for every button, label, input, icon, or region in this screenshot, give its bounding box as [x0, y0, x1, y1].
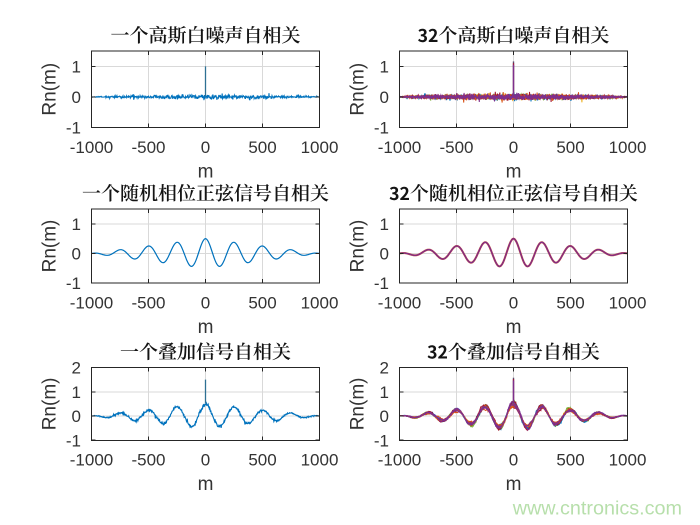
svg-text:-1: -1: [66, 274, 81, 293]
svg-text:-1: -1: [374, 431, 389, 450]
svg-text:-500: -500: [439, 451, 473, 470]
svg-text:0: 0: [201, 138, 210, 157]
svg-text:0: 0: [72, 407, 81, 426]
svg-text:-1: -1: [66, 119, 81, 138]
svg-text:0: 0: [201, 293, 210, 312]
svg-text:500: 500: [248, 293, 276, 312]
svg-text:0: 0: [380, 88, 389, 107]
svg-text:-1: -1: [374, 274, 389, 293]
svg-text:1000: 1000: [301, 293, 339, 312]
svg-text:0: 0: [509, 138, 518, 157]
svg-text:-500: -500: [131, 293, 165, 312]
svg-text:Rn(m): Rn(m): [40, 63, 61, 116]
svg-text:-1000: -1000: [378, 451, 421, 470]
svg-text:-1000: -1000: [378, 293, 421, 312]
svg-text:2: 2: [380, 359, 389, 378]
svg-text:-500: -500: [439, 293, 473, 312]
svg-text:-1000: -1000: [70, 451, 113, 470]
svg-text:500: 500: [248, 138, 276, 157]
svg-text:Rn(m): Rn(m): [348, 378, 369, 431]
svg-text:0: 0: [509, 293, 518, 312]
svg-text:Rn(m): Rn(m): [348, 220, 369, 273]
svg-text:1: 1: [72, 215, 81, 234]
svg-text:m: m: [198, 474, 214, 495]
svg-text:1000: 1000: [609, 451, 647, 470]
svg-text:1: 1: [380, 58, 389, 77]
svg-text:1000: 1000: [609, 293, 647, 312]
svg-text:1: 1: [380, 215, 389, 234]
svg-text:0: 0: [72, 88, 81, 107]
svg-text:m: m: [506, 474, 522, 495]
svg-text:1: 1: [380, 383, 389, 402]
svg-text:-1: -1: [374, 119, 389, 138]
svg-text:m: m: [506, 162, 522, 183]
svg-text:1000: 1000: [301, 138, 339, 157]
svg-text:Rn(m): Rn(m): [40, 378, 61, 431]
svg-text:-1000: -1000: [70, 138, 113, 157]
svg-text:m: m: [198, 317, 214, 338]
svg-text:0: 0: [380, 407, 389, 426]
svg-text:Rn(m): Rn(m): [348, 63, 369, 116]
svg-text:500: 500: [556, 138, 584, 157]
svg-text:2: 2: [72, 359, 81, 378]
svg-text:-500: -500: [439, 138, 473, 157]
svg-text:m: m: [198, 162, 214, 183]
svg-text:500: 500: [248, 451, 276, 470]
svg-text:0: 0: [72, 245, 81, 264]
svg-text:Rn(m): Rn(m): [40, 220, 61, 273]
svg-text:1: 1: [72, 383, 81, 402]
svg-text:500: 500: [556, 293, 584, 312]
svg-text:-1: -1: [66, 431, 81, 450]
svg-text:500: 500: [556, 451, 584, 470]
svg-text:www.cntronics.com: www.cntronics.com: [512, 498, 682, 520]
svg-text:m: m: [506, 317, 522, 338]
svg-text:1000: 1000: [301, 451, 339, 470]
svg-text:0: 0: [509, 451, 518, 470]
svg-text:1000: 1000: [609, 138, 647, 157]
svg-text:0: 0: [201, 451, 210, 470]
svg-text:-1000: -1000: [70, 293, 113, 312]
svg-text:-500: -500: [131, 138, 165, 157]
svg-text:1: 1: [72, 58, 81, 77]
svg-text:-1000: -1000: [378, 138, 421, 157]
svg-text:-500: -500: [131, 451, 165, 470]
svg-text:0: 0: [380, 245, 389, 264]
